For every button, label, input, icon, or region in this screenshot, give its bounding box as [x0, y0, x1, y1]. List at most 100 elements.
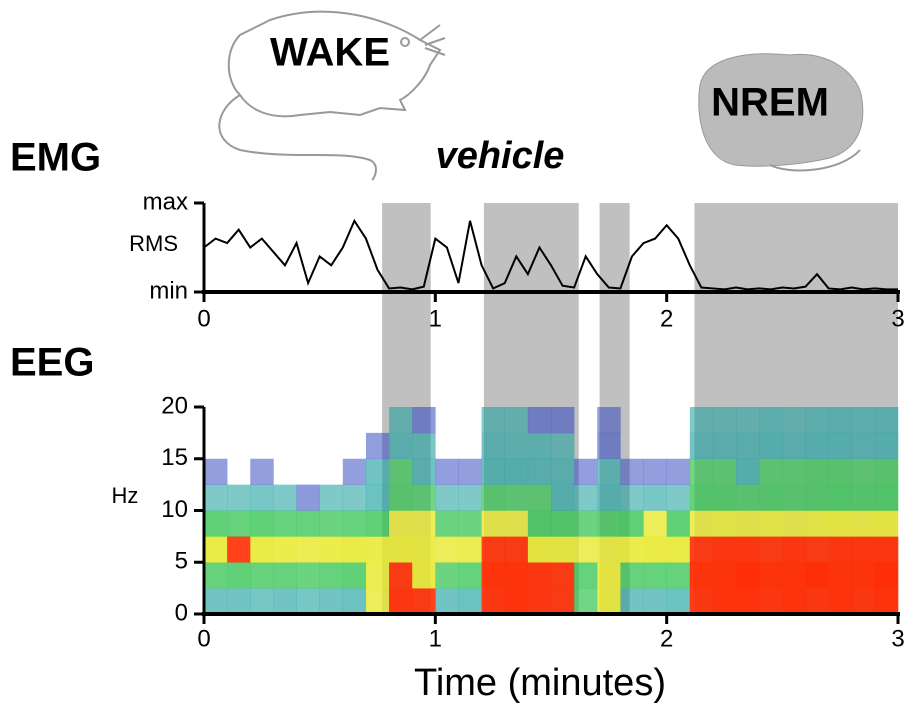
spectrogram-cell: [551, 562, 575, 589]
spectrogram-cell: [527, 536, 552, 563]
spectrogram-cell: [597, 510, 621, 537]
spectrogram-cell: [828, 510, 853, 537]
spectrogram-cell: [643, 510, 667, 537]
spectrogram-cell: [389, 562, 413, 589]
spectrogram-cell: [504, 484, 529, 511]
spectrogram-cell: [689, 510, 714, 537]
spectrogram-cell: [435, 433, 458, 459]
spectrogram-cell: [736, 432, 760, 460]
spectrogram-cell: [320, 459, 343, 485]
spectrogram-cell: [227, 536, 251, 563]
spectrogram-cell: [365, 510, 390, 537]
spectrogram-cell: [759, 588, 783, 615]
spectrogram-cell: [666, 588, 691, 615]
spectrogram-cell: [204, 588, 228, 615]
spectrogram-cell: [667, 407, 690, 433]
spectrogram-cell: [712, 484, 737, 511]
y-axis-label: RMS: [129, 231, 178, 256]
state-label: NREM: [711, 81, 829, 125]
spectrogram-cell: [273, 407, 296, 433]
spectrogram-cell: [805, 432, 829, 460]
spectrogram-cell: [504, 536, 529, 563]
spectrogram-cell: [574, 484, 598, 511]
spectrogram-cell: [874, 588, 899, 615]
spectrogram-cell: [273, 484, 297, 511]
spectrogram-cell: [389, 536, 413, 563]
spectrogram-cell: [343, 407, 366, 433]
spectrogram-cell: [874, 458, 899, 485]
spectrogram-cell: [527, 407, 552, 434]
spectrogram-cell: [689, 458, 714, 485]
y-tick-label: 10: [161, 496, 188, 523]
spectrogram-cell: [365, 432, 390, 460]
spectrogram-cell: [342, 510, 367, 537]
spectrogram-cell: [736, 510, 760, 537]
spectrogram-cell: [551, 588, 575, 615]
spectrogram-cell: [412, 458, 436, 485]
x-tick-label: 3: [891, 305, 904, 332]
spectrogram-cell: [250, 407, 273, 433]
spectrogram-cell: [712, 562, 737, 589]
condition-label: vehicle: [436, 135, 565, 177]
spectrogram-cell: [389, 484, 413, 511]
spectrogram-cell: [551, 458, 575, 485]
spectrogram-cell: [712, 432, 737, 460]
spectrogram-cell: [481, 484, 506, 511]
spectrogram-cell: [666, 484, 691, 511]
spectrogram-cell: [250, 588, 274, 615]
spectrogram-cell: [296, 536, 320, 563]
spectrogram-cell: [458, 588, 482, 615]
spectrogram-cell: [805, 536, 829, 563]
spectrogram-cell: [597, 407, 621, 434]
spectrogram-cell: [712, 458, 737, 485]
spectrogram-cell: [458, 433, 481, 459]
x-tick-label: 2: [660, 625, 673, 652]
spectrogram-cell: [389, 510, 413, 537]
spectrogram-cell: [712, 536, 737, 563]
spectrogram-cell: [851, 536, 876, 563]
spectrogram-cell: [782, 588, 806, 615]
spectrogram-cell: [874, 407, 899, 434]
spectrogram-cell: [320, 433, 343, 459]
spectrogram-cell: [689, 484, 714, 511]
spectrogram-cell: [597, 588, 621, 615]
spectrogram-cell: [412, 510, 436, 537]
spectrogram-cell: [435, 510, 459, 537]
spectrogram-cell: [574, 588, 598, 615]
spectrogram-cell: [365, 484, 390, 511]
spectrogram-cell: [435, 458, 459, 485]
spectrogram-cell: [458, 484, 482, 511]
spectrogram-cell: [527, 562, 552, 589]
spectrogram-cell: [759, 484, 783, 511]
spectrogram-cell: [365, 588, 390, 615]
spectrogram-cell: [574, 510, 598, 537]
spectrogram-cell: [250, 433, 273, 459]
spectrogram-cell: [204, 536, 228, 563]
spectrogram-cell: [874, 432, 899, 460]
spectrogram-cell: [227, 484, 251, 511]
panel-title: EEG: [10, 341, 94, 385]
spectrogram-cell: [643, 458, 667, 485]
y-tick-label: 0: [175, 599, 188, 626]
spectrogram-cell: [504, 407, 529, 434]
spectrogram-cell: [481, 458, 506, 485]
spectrogram-cell: [204, 562, 228, 589]
spectrogram-cell: [828, 432, 853, 460]
spectrogram-cell: [458, 562, 482, 589]
spectrogram-cell: [250, 562, 274, 589]
spectrogram-cell: [759, 407, 783, 434]
spectrogram-cell: [412, 562, 436, 589]
spectrogram-cell: [759, 510, 783, 537]
y-tick-label: max: [143, 188, 188, 215]
spectrogram-cell: [551, 432, 575, 460]
spectrogram-cell: [504, 510, 529, 537]
spectrogram-cell: [204, 484, 228, 511]
spectrogram-cell: [805, 562, 829, 589]
spectrogram-cell: [412, 407, 436, 434]
spectrogram-cell: [643, 536, 667, 563]
spectrogram-cell: [273, 588, 297, 615]
spectrogram-cell: [481, 432, 506, 460]
spectrogram-cell: [736, 458, 760, 485]
